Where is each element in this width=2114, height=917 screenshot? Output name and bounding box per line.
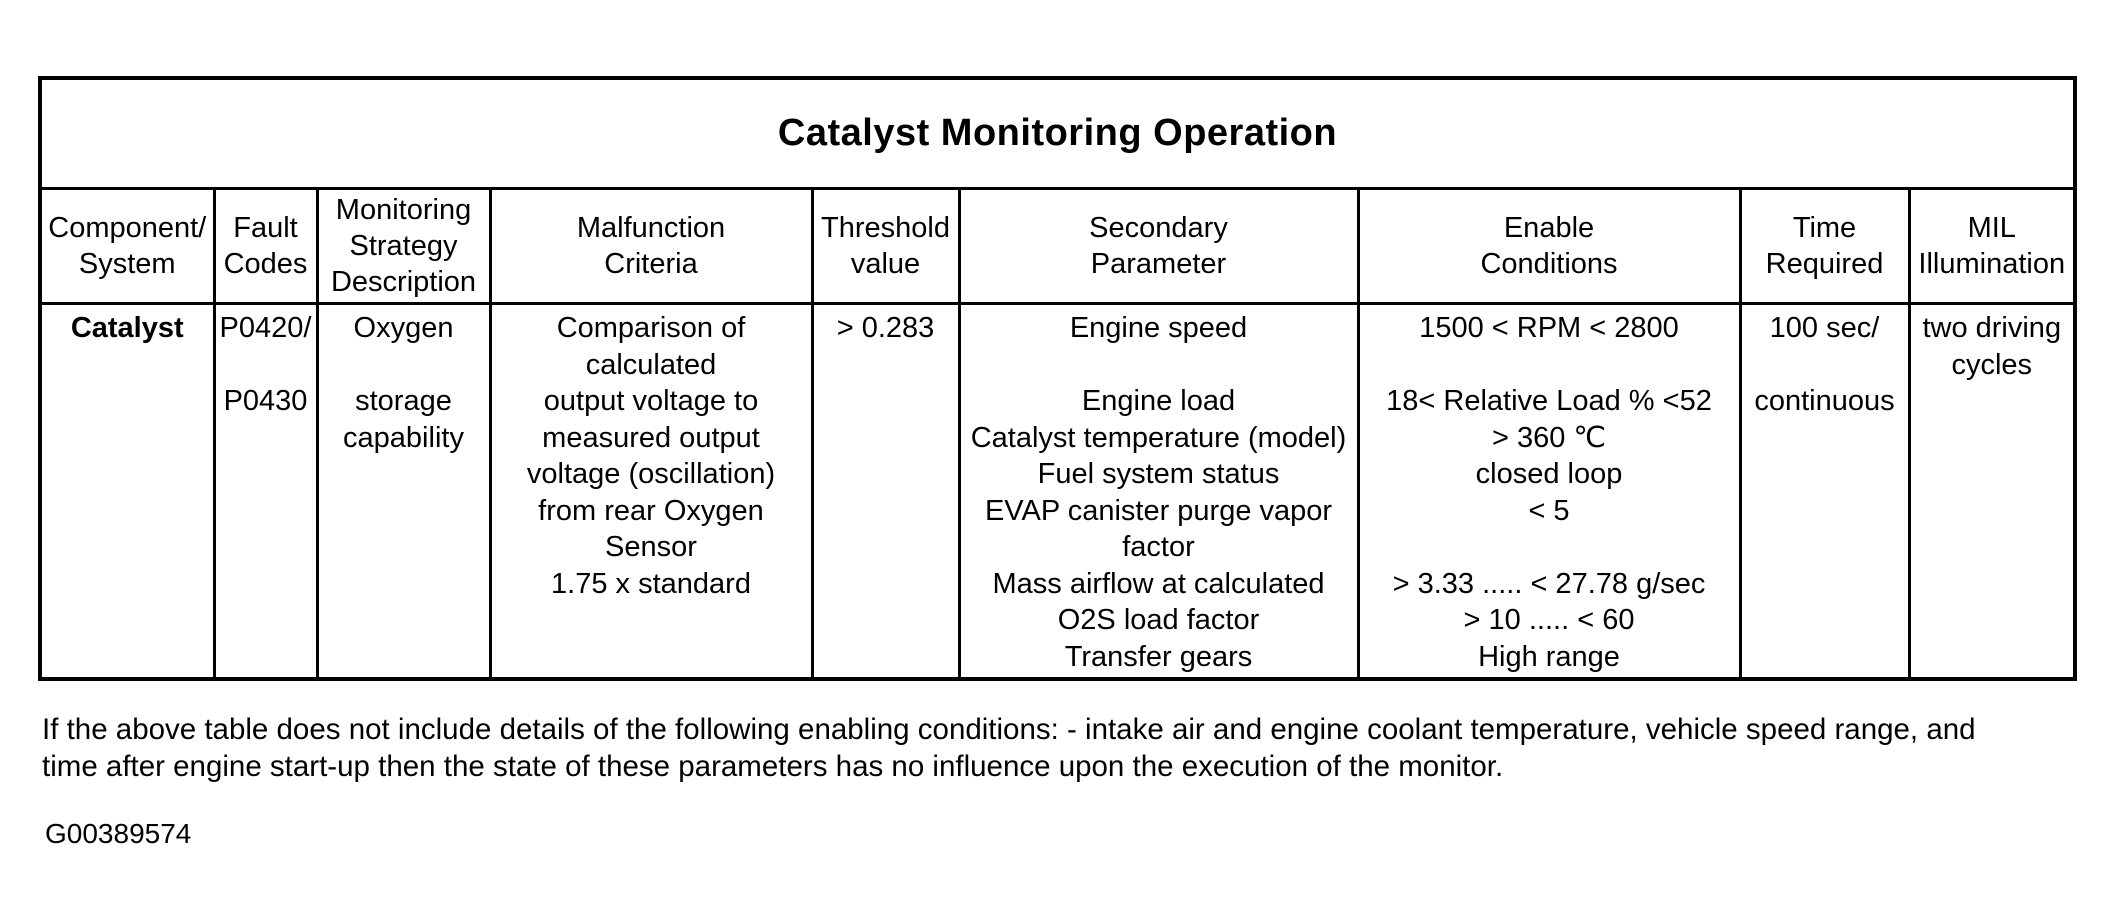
cell-fault-codes: P0420/ P0430 <box>212 302 319 681</box>
header-mil-illumination: MIL Illumination <box>1907 187 2077 305</box>
header-enable-conditions: Enable Conditions <box>1356 187 1742 305</box>
catalyst-monitoring-table: Catalyst Monitoring Operation Component/… <box>38 76 2078 681</box>
table-row: Catalyst P0420/ P0430 Oxygen storage capa… <box>38 302 2077 681</box>
header-time-required: Time Required <box>1738 187 1911 305</box>
header-secondary-parameter: Secondary Parameter <box>957 187 1360 305</box>
figure-id: G00389574 <box>45 818 192 849</box>
enabling-conditions-note: If the above table does not include deta… <box>42 713 1976 783</box>
header-threshold-value: Threshold value <box>810 187 961 305</box>
cell-component-system: Catalyst <box>38 302 216 681</box>
cell-enable-conditions: 1500 < RPM < 2800 18< Relative Load % <5… <box>1356 302 1742 681</box>
cell-monitoring-strategy-description: Oxygen storage capability <box>315 302 492 681</box>
cell-secondary-parameter: Engine speed Engine load Catalyst tempera… <box>957 302 1360 681</box>
table-header-row: Component/System Fault Codes Monitoring St… <box>38 187 2077 305</box>
cell-malfunction-criteria: Comparison of calculated output voltage to… <box>488 302 814 681</box>
cell-time-required: 100 sec/ continuous <box>1738 302 1911 681</box>
header-component-system: Component/System <box>38 187 216 305</box>
table-title-row: Catalyst Monitoring Operation <box>38 76 2077 190</box>
table-title: Catalyst Monitoring Operation <box>38 76 2077 190</box>
header-malfunction-criteria: Malfunction Criteria <box>488 187 814 305</box>
cell-threshold-value: > 0.283 <box>810 302 961 681</box>
header-monitoring-strategy-description: Monitoring Strategy Description <box>315 187 492 305</box>
cell-mil-illumination: two driving cycles <box>1907 302 2077 681</box>
header-fault-codes: Fault Codes <box>212 187 319 305</box>
